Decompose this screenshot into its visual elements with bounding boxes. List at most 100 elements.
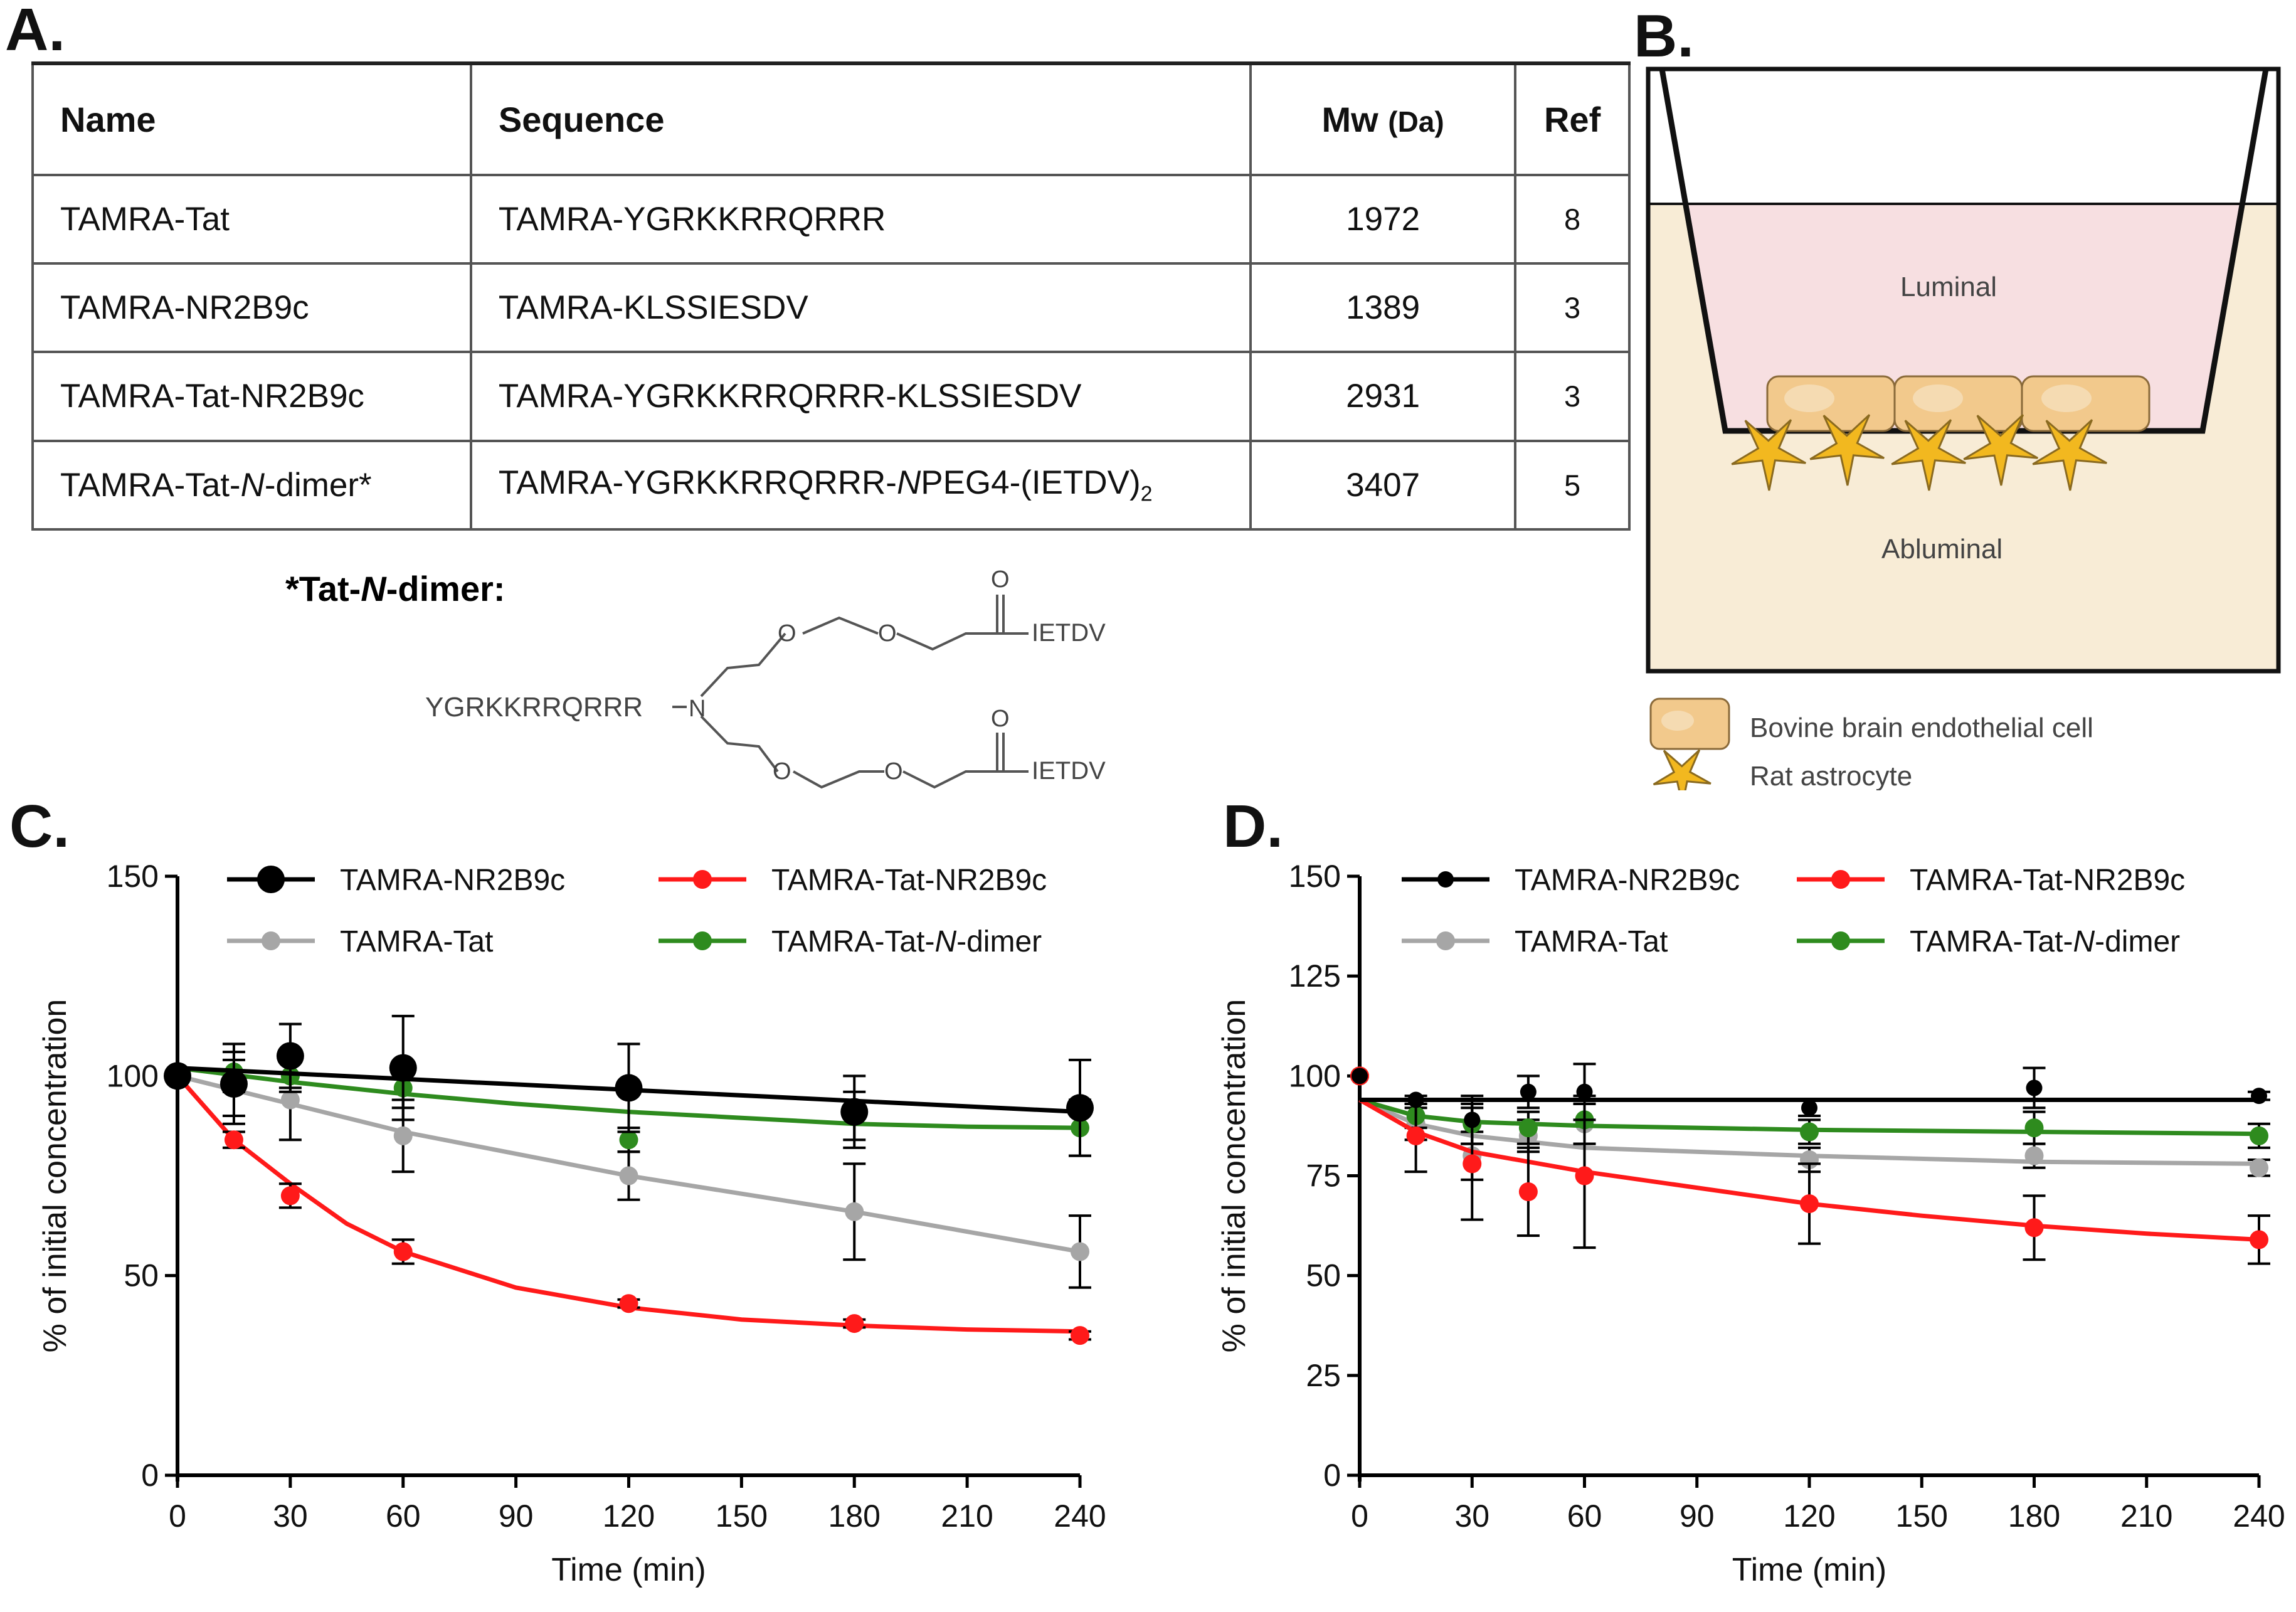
astrocyte [1963, 414, 2038, 486]
data-point [2250, 1126, 2268, 1145]
legend-entry: TAMRA-Tat-N-dimer [1797, 925, 2180, 958]
legend-astrocyte: Rat astrocyte [1653, 749, 1912, 790]
y-tick-label: 100 [107, 1058, 159, 1093]
cell-ref: 8 [1514, 173, 1631, 265]
cell-nucleus [1784, 384, 1834, 412]
data-point [1575, 1166, 1594, 1185]
x-tick-label: 60 [1567, 1498, 1602, 1534]
legend-entry: TAMRA-Tat-N-dimer [659, 925, 1042, 958]
structure-bonds [672, 595, 1029, 789]
legend-marker [257, 866, 285, 893]
data-point [1518, 1118, 1538, 1138]
header-name: Name [31, 62, 472, 176]
legend-label: TAMRA-Tat-NR2B9c [771, 864, 1047, 897]
y-axis-label: % of initial concentration [37, 999, 73, 1353]
data-point [1071, 1242, 1089, 1261]
legend-entry: TAMRA-Tat-NR2B9c [1797, 864, 2185, 897]
astrocyte [1731, 419, 1806, 491]
data-point [1800, 1194, 1819, 1214]
cell-mw: 1389 [1249, 262, 1517, 354]
astrocyte [1809, 414, 1885, 486]
y-tick-label: 25 [1306, 1358, 1341, 1393]
data-point [615, 1074, 643, 1102]
data-point [1352, 1068, 1368, 1084]
data-point [2024, 1118, 2044, 1138]
x-tick-label: 240 [1054, 1498, 1106, 1534]
cell-sequence: TAMRA-KLSSIESDV [469, 262, 1252, 354]
chart-d: 0 30 60 90 120 150 180 210 2400255075100125150Ti… [1216, 859, 2285, 1588]
structure-terminal: IETDV [1032, 757, 1106, 785]
y-tick-label: 100 [1289, 1058, 1341, 1093]
data-point [1518, 1182, 1538, 1201]
y-tick-label: 0 [141, 1458, 159, 1493]
data-point [280, 1090, 300, 1110]
y-tick-label: 0 [1323, 1458, 1341, 1493]
cell-nucleus [1913, 384, 1963, 412]
x-tick-label: 210 [2120, 1498, 2172, 1534]
legend-entry: TAMRA-Tat-NR2B9c [659, 864, 1047, 897]
panel-label-b: B. [1634, 3, 1694, 70]
data-point [1463, 1154, 1482, 1174]
legend-marker [1831, 870, 1850, 889]
legend-label: TAMRA-Tat-N-dimer [1910, 925, 2180, 958]
legend-entry: TAMRA-Tat [1402, 925, 1668, 958]
series-tamra-tat-nr2b9c [1350, 1066, 2270, 1265]
legend-entry: TAMRA-NR2B9c [227, 864, 565, 897]
cell-mw: 2931 [1249, 351, 1517, 442]
data-point [393, 1242, 413, 1261]
data-point [393, 1126, 413, 1145]
y-axis-label: % of initial concentration [1216, 999, 1252, 1353]
data-point [1464, 1111, 1481, 1128]
peptide-table: Name Sequence Mw (Da) Ref TAMRA-Tat TAMR… [31, 61, 1631, 531]
header-sequence: Sequence [469, 62, 1252, 176]
legend-entry: TAMRA-NR2B9c [1402, 864, 1740, 897]
y-tick-label: 150 [1289, 859, 1341, 894]
table-row: TAMRA-Tat-NR2B9c TAMRA-YGRKKRRQRRR-KLSSI… [31, 351, 1631, 442]
data-point [1520, 1083, 1537, 1100]
data-point [2250, 1230, 2268, 1249]
cell-ref: 3 [1514, 262, 1631, 354]
data-point [1800, 1122, 1819, 1142]
legend-label: TAMRA-Tat [340, 925, 493, 958]
table-header-row: Name Sequence Mw (Da) Ref [31, 62, 1631, 176]
x-tick-label: 120 [1783, 1498, 1835, 1534]
x-tick-label: 240 [2233, 1498, 2285, 1534]
x-tick-label: 30 [273, 1498, 308, 1534]
legend-marker [1436, 931, 1455, 950]
header-mw-unit: (Da) [1388, 105, 1444, 138]
table-row: TAMRA-Tat-N-dimer* TAMRA-YGRKKRRQRRR-NPE… [31, 439, 1631, 531]
astrocyte-layer [1731, 414, 2107, 491]
x-tick-label: 0 [169, 1498, 186, 1534]
x-tick-label: 180 [828, 1498, 881, 1534]
legend-label: TAMRA-Tat [1515, 925, 1668, 958]
cell-ref: 5 [1514, 439, 1631, 531]
x-tick-label: 90 [1680, 1498, 1715, 1534]
data-point [2024, 1218, 2044, 1238]
cell-name: TAMRA-NR2B9c [31, 262, 472, 354]
legend-endothelial-label: Bovine brain endothelial cell [1750, 713, 2093, 743]
cell-mw: 3407 [1249, 439, 1517, 531]
data-point [619, 1130, 638, 1150]
data-point [389, 1054, 417, 1082]
data-point [1406, 1126, 1426, 1145]
y-tick-label: 50 [124, 1258, 159, 1293]
cell-sequence: TAMRA-YGRKKRRQRRR-KLSSIESDV [469, 351, 1252, 442]
data-point [845, 1202, 864, 1221]
y-tick-label: 75 [1306, 1159, 1341, 1194]
legend-label: TAMRA-Tat-NR2B9c [1910, 864, 2185, 897]
data-point [845, 1314, 864, 1334]
legend-cell-nucleus [1661, 711, 1694, 731]
cell-name: TAMRA-Tat [31, 173, 472, 265]
structure-o-atom: O [991, 706, 1010, 732]
cell-name: TAMRA-Tat-NR2B9c [31, 351, 472, 442]
data-point [1071, 1326, 1089, 1345]
data-point [2251, 1088, 2267, 1105]
well-frame [1646, 66, 2281, 674]
structure-peptide: YGRKKRRQRRR [425, 692, 643, 723]
legend-marker [693, 931, 712, 950]
table-row: TAMRA-NR2B9c TAMRA-KLSSIESDV 1389 3 [31, 262, 1631, 354]
astrocyte [2032, 419, 2107, 491]
data-point [1801, 1100, 1817, 1116]
legend-astrocyte-icon [1653, 749, 1711, 790]
legend-marker [1831, 931, 1850, 950]
